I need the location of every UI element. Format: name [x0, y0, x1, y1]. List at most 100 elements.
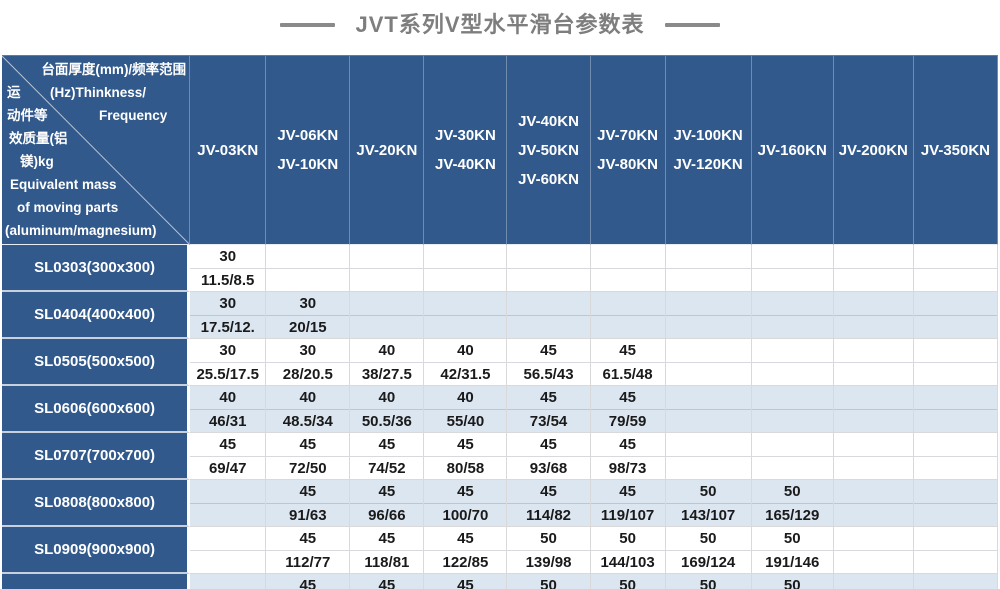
thickness-value: 45 — [457, 577, 474, 589]
frequency-value: 100/70 — [424, 503, 507, 526]
data-cell-r3-c9 — [913, 386, 998, 433]
data-cell-r1-c9 — [913, 292, 998, 339]
data-cell-r0-c2 — [350, 245, 425, 292]
corner-cell: 台面厚度(mm)/频率范围 运 (Hz)Thinkness/ 动件等 Frequ… — [2, 55, 191, 245]
column-header-label: JV-60KN — [518, 170, 579, 188]
thickness-value: 45 — [378, 483, 396, 500]
data-cell-r7-c1: 45 — [266, 574, 351, 589]
data-cell-r6-c4: 50 139/98 — [507, 527, 591, 574]
data-cell-r0-c4 — [507, 245, 591, 292]
thickness-value: 40 — [457, 389, 474, 406]
thickness-value: 30 — [219, 342, 237, 359]
thickness-value — [752, 339, 833, 362]
data-cell-r6-c2: 45 118/81 — [350, 527, 425, 574]
thickness-value: 45 — [299, 483, 317, 500]
thickness-value: 45 — [378, 436, 396, 453]
table-row-SL1010(1000x1000): SL1010(1000x1000) 45 45 45 50 50 50 50 — [2, 574, 998, 589]
frequency-value: 46/31 — [190, 409, 266, 432]
frequency-value: 74/52 — [350, 456, 424, 479]
frequency-value — [833, 362, 913, 385]
data-cell-r3-c4: 45 73/54 — [507, 386, 591, 433]
frequency-value — [833, 315, 913, 338]
table-row-SL0505(500x500): SL0505(500x500) 30 25.5/17.5 30 28/20.5 40 38/… — [2, 339, 998, 386]
frequency-value — [266, 268, 350, 291]
data-cell-r0-c0: 30 11.5/8.5 — [190, 245, 267, 292]
corner-label: 运 — [7, 85, 21, 100]
data-cell-r4-c5: 45 98/73 — [590, 433, 666, 480]
thickness-value — [666, 292, 751, 315]
table-row-SL0606(600x600): SL0606(600x600) 40 46/31 40 48.5/34 40 50.5/36… — [2, 386, 998, 433]
corner-label: Frequency — [99, 108, 168, 123]
frequency-value: 191/146 — [751, 550, 833, 573]
frequency-value: 79/59 — [590, 409, 665, 432]
frequency-value — [507, 268, 590, 291]
data-cell-r2-c7 — [751, 339, 834, 386]
corner-label: 台面厚度(mm)/频率范围 — [41, 62, 187, 77]
frequency-value: 73/54 — [507, 409, 590, 432]
column-header-label: JV-03KN — [197, 141, 259, 159]
column-header-label: JV-40KN — [434, 156, 496, 173]
thickness-value: 45 — [540, 342, 557, 359]
data-cell-r2-c2: 40 38/27.5 — [350, 339, 425, 386]
frequency-value — [913, 550, 997, 573]
data-cell-r2-c1: 30 28/20.5 — [266, 339, 351, 386]
data-cell-r6-c8 — [833, 527, 914, 574]
column-header-6: JV-100KN JV-120KN — [665, 55, 752, 245]
frequency-value: 93/68 — [507, 456, 590, 479]
thickness-value: 50 — [540, 577, 557, 589]
data-cell-r0-c6 — [665, 245, 752, 292]
thickness-value: 50 — [619, 530, 636, 547]
data-cell-r6-c9 — [913, 527, 998, 574]
thickness-value — [424, 292, 506, 315]
thickness-value — [914, 292, 997, 315]
data-cell-r1-c6 — [665, 292, 752, 339]
data-cell-r5-c9 — [913, 480, 998, 527]
frequency-value — [424, 315, 507, 338]
row-label: SL0303(300x300) — [2, 245, 191, 292]
data-cell-r4-c3: 45 80/58 — [424, 433, 508, 480]
column-header-lines: JV-160KN — [752, 136, 833, 165]
table-row-SL0404(400x400): SL0404(400x400) 30 17.5/12. 30 20/15 — [2, 292, 998, 339]
data-cell-r2-c3: 40 42/31.5 — [424, 339, 508, 386]
data-cell-r7-c9 — [913, 574, 998, 589]
data-cell-r5-c7: 50 165/129 — [751, 480, 834, 527]
row-label: SL0404(400x400) — [2, 292, 191, 339]
data-cell-r3-c0: 40 46/31 — [190, 386, 267, 433]
thickness-value — [914, 386, 997, 409]
frequency-value — [424, 268, 507, 291]
thickness-value — [914, 574, 997, 589]
thickness-value: 50 — [783, 577, 801, 589]
data-cell-r0-c3 — [424, 245, 508, 292]
column-header-lines: JV-70KN JV-80KN — [591, 121, 665, 179]
column-header-7: JV-160KN — [751, 55, 834, 245]
frequency-value — [590, 315, 665, 338]
data-cell-r4-c2: 45 74/52 — [350, 433, 425, 480]
thickness-value: 50 — [699, 577, 717, 589]
frequency-value: 42/31.5 — [424, 362, 507, 385]
data-cell-r3-c3: 40 55/40 — [424, 386, 508, 433]
data-cell-r7-c5: 50 — [590, 574, 666, 589]
thickness-value: 50 — [699, 530, 717, 547]
corner-label: (aluminum/magnesium) — [5, 223, 157, 238]
thickness-value: 45 — [378, 530, 396, 547]
corner-label: 效质量(铝 — [9, 131, 68, 146]
thickness-value: 45 — [457, 436, 474, 453]
thickness-value — [424, 245, 506, 268]
frequency-value: 122/85 — [424, 550, 507, 573]
frequency-value: 55/40 — [424, 409, 507, 432]
frequency-value — [350, 268, 424, 291]
frequency-value: 38/27.5 — [350, 362, 424, 385]
frequency-value — [665, 268, 751, 291]
thickness-value — [834, 527, 913, 550]
column-header-label: JV-40KN — [518, 112, 579, 130]
title-right-divider — [664, 23, 720, 27]
frequency-value — [913, 362, 997, 385]
thickness-value: 50 — [783, 530, 801, 547]
data-cell-r6-c3: 45 122/85 — [424, 527, 508, 574]
column-header-label: JV-120KN — [673, 156, 743, 173]
data-cell-r2-c6 — [665, 339, 752, 386]
column-header-lines: JV-06KN JV-10KN — [266, 121, 349, 179]
data-cell-r5-c3: 45 100/70 — [424, 480, 508, 527]
frequency-value — [665, 456, 751, 479]
thickness-value: 30 — [219, 248, 237, 265]
